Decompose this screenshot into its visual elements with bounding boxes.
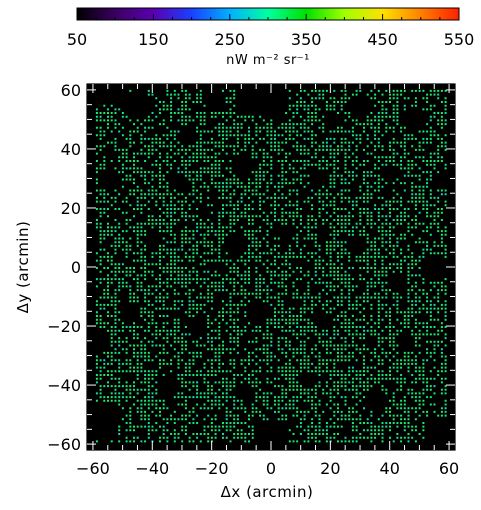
- plot-area: −60 −40 −20 0 20 40 60 −60 −40 −20 0 20 40 60: [47, 81, 459, 478]
- colorbar-unit-label: nW m⁻² sr⁻¹: [226, 53, 310, 68]
- colorbar-tick-label: 550: [444, 30, 475, 49]
- y-tick-label: −40: [47, 376, 81, 395]
- colorbar: 50 150 250 350 450 550 nW m⁻² sr⁻¹: [67, 7, 474, 68]
- x-tick-label: 0: [266, 459, 276, 478]
- colorbar-tick-label: 450: [367, 30, 398, 49]
- map-pixels-primary: [95, 89, 447, 443]
- y-axis-title: Δy (arcmin): [14, 221, 32, 314]
- x-tick-label: −20: [195, 459, 229, 478]
- y-tick-label: −60: [47, 435, 81, 454]
- y-axis-ticks: [87, 89, 455, 445]
- colorbar-ticks: [76, 14, 460, 20]
- colorbar-tick-label: 350: [291, 30, 322, 49]
- y-tick-label: 20: [61, 199, 81, 218]
- y-tick-label: 60: [61, 81, 81, 100]
- colorbar-tick-label: 150: [138, 30, 169, 49]
- x-tick-label: −40: [135, 459, 169, 478]
- x-axis-ticks: [92, 84, 450, 450]
- colorbar-tick-label: 50: [67, 30, 87, 49]
- x-axis-title: Δx (arcmin): [221, 483, 314, 501]
- y-axis-tick-labels: −60 −40 −20 0 20 40 60: [47, 81, 81, 454]
- x-axis-tick-labels: −60 −40 −20 0 20 40 60: [76, 459, 459, 478]
- map-pixels: [95, 89, 447, 443]
- x-tick-label: 60: [439, 459, 459, 478]
- colorbar-tick-labels: 50 150 250 350 450 550: [67, 30, 474, 49]
- x-tick-label: 20: [320, 459, 340, 478]
- x-tick-label: −60: [76, 459, 110, 478]
- y-tick-label: −20: [47, 317, 81, 336]
- y-tick-label: 0: [71, 258, 81, 277]
- y-tick-label: 40: [61, 140, 81, 159]
- colorbar-tick-label: 250: [215, 30, 246, 49]
- x-tick-label: 40: [380, 459, 400, 478]
